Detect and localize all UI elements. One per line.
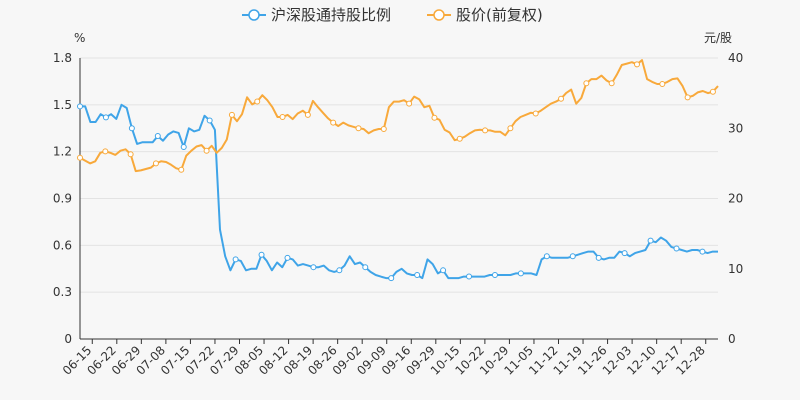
data-point: [284, 254, 291, 261]
data-point: [647, 237, 654, 244]
data-point: [388, 275, 395, 282]
legend-share-price-label: 股价(前复权): [456, 6, 543, 24]
data-point: [77, 103, 83, 110]
legend-item-holding-ratio[interactable]: 沪深股通持股比例: [242, 6, 391, 24]
data-point: [362, 264, 369, 271]
right-tick-label: 30: [728, 121, 743, 135]
data-point: [128, 125, 135, 132]
data-point: [310, 264, 317, 271]
data-point: [406, 100, 413, 107]
data-point: [608, 80, 615, 87]
data-point: [543, 253, 550, 260]
right-tick-label: 40: [728, 51, 743, 65]
right-axis-tick-labels: 0 10 20 30 40: [728, 51, 743, 346]
data-point: [102, 114, 109, 121]
data-point: [77, 154, 83, 161]
data-point: [673, 245, 680, 252]
series-0: [77, 103, 718, 282]
data-point: [102, 148, 109, 155]
data-point: [699, 248, 706, 255]
series-layer: [77, 59, 719, 282]
data-point: [152, 160, 159, 167]
data-point: [633, 61, 640, 68]
data-point: [684, 94, 691, 101]
data-point: [491, 271, 498, 278]
data-point: [431, 114, 438, 121]
data-point: [203, 147, 210, 154]
data-point: [178, 166, 185, 173]
right-tick-label: 20: [728, 192, 743, 206]
left-tick-label: 1.2: [53, 145, 72, 159]
data-point: [709, 88, 716, 95]
data-point: [355, 125, 362, 132]
data-point: [330, 119, 337, 126]
legend-holding-ratio-label: 沪深股通持股比例: [271, 6, 391, 24]
series-line: [80, 103, 718, 280]
left-tick-label: 1.5: [53, 98, 72, 112]
data-point: [569, 253, 576, 260]
data-point: [127, 151, 134, 158]
data-point: [154, 133, 161, 140]
data-point: [456, 135, 463, 142]
legend-holding-ratio-marker: [248, 9, 260, 21]
legend: 沪深股通持股比例 股价(前复权): [242, 6, 543, 24]
data-point: [558, 95, 565, 102]
data-point: [180, 143, 187, 150]
data-point: [482, 127, 489, 134]
data-point: [621, 250, 628, 257]
left-axis-tick-labels: 0 0.3 0.6 0.9 1.2 1.5 1.8: [53, 51, 72, 346]
left-tick-label: 0.6: [53, 238, 72, 252]
data-point: [232, 256, 239, 263]
data-point: [507, 125, 514, 132]
data-point: [583, 80, 590, 87]
data-point: [336, 267, 343, 274]
data-point: [279, 114, 286, 121]
data-point: [380, 125, 387, 132]
legend-item-share-price[interactable]: 股价(前复权): [427, 6, 543, 24]
right-axis-unit: 元/股: [704, 31, 732, 45]
left-tick-label: 0.9: [53, 192, 72, 206]
data-point: [517, 270, 524, 277]
left-tick-label: 1.8: [53, 51, 72, 65]
data-point: [206, 117, 213, 124]
left-axis-unit: %: [74, 31, 85, 45]
data-point: [258, 251, 265, 258]
right-tick-label: 0: [728, 332, 736, 346]
series-1: [77, 59, 719, 173]
data-point: [414, 271, 421, 278]
legend-share-price-marker: [433, 9, 445, 21]
data-point: [466, 273, 473, 280]
left-tick-label: 0.3: [53, 285, 72, 299]
data-point: [228, 111, 235, 118]
horizontal-gridlines: [80, 57, 718, 293]
data-point: [440, 267, 447, 274]
data-point: [304, 111, 311, 118]
data-point: [254, 98, 261, 105]
data-point: [532, 110, 539, 117]
data-point: [595, 254, 602, 261]
left-tick-label: 0: [64, 332, 72, 346]
data-point: [659, 80, 666, 87]
right-tick-label: 10: [728, 262, 743, 276]
